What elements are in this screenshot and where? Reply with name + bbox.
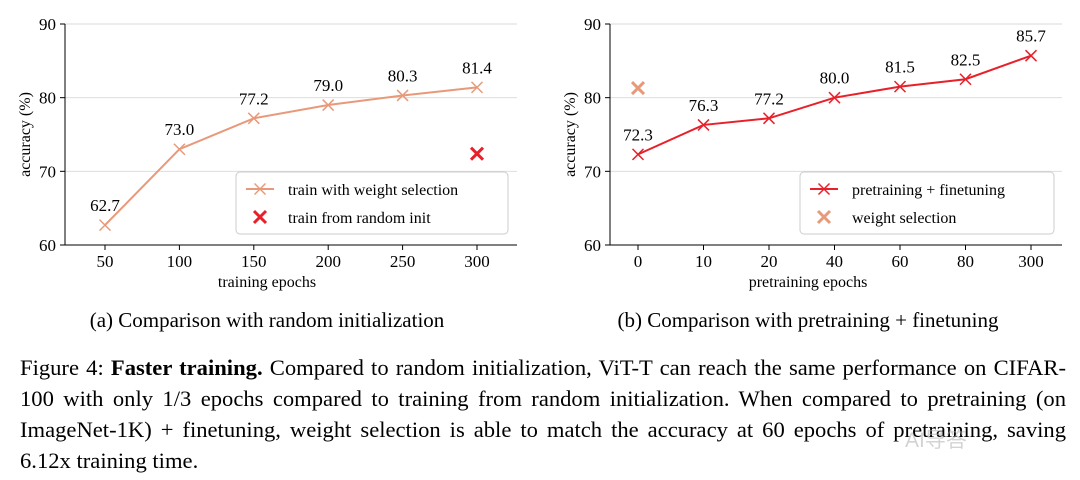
data-point-marker xyxy=(630,81,646,96)
data-point-marker-stroke-b xyxy=(322,99,335,112)
data-point-marker-stroke-b xyxy=(631,148,645,161)
data-label: 85.7 xyxy=(1016,27,1046,46)
data-point-marker xyxy=(762,112,776,125)
x-tick-label: 40 xyxy=(826,252,843,271)
data-point-marker xyxy=(697,118,710,131)
data-label: 80.3 xyxy=(388,66,418,85)
legend-label: train with weight selection xyxy=(288,182,458,199)
legend: train with weight selection train from ra… xyxy=(235,171,509,235)
y-axis-title: accuracy (%) xyxy=(562,92,579,177)
x-tick-label: 60 xyxy=(892,252,909,271)
legend: pretraining + finetuning weight selection xyxy=(799,171,1055,235)
data-point-marker-stroke-b xyxy=(396,89,409,102)
data-label: 73.0 xyxy=(165,120,195,139)
legend-frame xyxy=(235,171,509,235)
legend-marker xyxy=(816,209,832,225)
y-tick-label: 70 xyxy=(584,162,601,181)
y-tick-label: 90 xyxy=(39,15,56,34)
data-label: 82.5 xyxy=(951,50,981,69)
data-point-marker xyxy=(173,143,186,156)
x-tick-label: 300 xyxy=(464,252,490,271)
data-label: 72.3 xyxy=(623,125,653,144)
series-line xyxy=(104,86,478,226)
data-point-marker-stroke-b xyxy=(828,91,841,104)
x-tick-label: 10 xyxy=(695,252,712,271)
legend-marker-stroke-b xyxy=(816,209,832,225)
data-label: 81.4 xyxy=(462,58,492,77)
figure-caption: Figure 4: Faster training. Compared to r… xyxy=(20,352,1066,476)
data-point-marker xyxy=(631,148,645,161)
y-tick-label: 90 xyxy=(584,15,601,34)
data-point-marker-stroke-b xyxy=(470,81,484,94)
data-point-marker xyxy=(1024,49,1038,62)
x-axis-title: training epochs xyxy=(218,274,316,291)
data-label: 62.7 xyxy=(90,196,120,215)
legend-marker-stroke-b xyxy=(253,182,267,196)
chart-a: 60 70 80 90 50 100 150 200 250 300 training epochs… xyxy=(17,15,517,332)
data-point-marker-stroke-b xyxy=(762,112,776,125)
x-tick-label: 300 xyxy=(1018,252,1044,271)
subcaption: (b) Comparison with pretraining + finetu… xyxy=(617,308,999,332)
data-point-marker-stroke-b xyxy=(630,81,646,96)
x-tick-label: 80 xyxy=(957,252,974,271)
x-tick-label: 100 xyxy=(167,252,193,271)
y-tick-label: 60 xyxy=(39,236,56,255)
x-tick-label: 20 xyxy=(761,252,778,271)
caption-prefix: Figure 4: xyxy=(20,355,111,380)
data-label: 80.0 xyxy=(820,69,850,88)
data-point-marker-stroke-b xyxy=(98,219,112,232)
legend-label: train from random init xyxy=(288,210,431,227)
legend-marker-stroke-b xyxy=(817,182,831,196)
y-axis-title: accuracy (%) xyxy=(17,92,34,177)
data-point-marker xyxy=(247,112,260,125)
data-label: 79.0 xyxy=(313,76,343,95)
y-tick-label: 80 xyxy=(584,89,601,108)
x-tick-label: 0 xyxy=(634,252,643,271)
data-point-marker-stroke-b xyxy=(247,112,260,125)
legend-marker xyxy=(252,209,268,225)
data-point-marker-stroke-b xyxy=(697,118,710,131)
x-tick-label: 50 xyxy=(97,252,114,271)
data-point-marker xyxy=(322,99,335,112)
data-point-marker xyxy=(98,219,112,232)
data-label: 77.2 xyxy=(239,89,269,108)
data-point-marker xyxy=(396,89,409,102)
legend-label: pretraining + finetuning xyxy=(852,182,1005,199)
y-tick-label: 80 xyxy=(39,89,56,108)
data-label: 76.3 xyxy=(689,96,719,115)
subcaption: (a) Comparison with random initializatio… xyxy=(90,308,445,332)
data-point-marker xyxy=(828,91,841,104)
data-point-marker xyxy=(959,73,972,86)
legend-marker xyxy=(253,182,267,196)
y-tick-label: 70 xyxy=(39,162,56,181)
y-tick-label: 60 xyxy=(584,236,601,255)
legend-frame xyxy=(799,171,1055,235)
legend-marker-stroke-b xyxy=(252,209,268,225)
caption-text: Compared to random initialization, ViT-T… xyxy=(20,355,1066,473)
chart-b: 60 70 80 90 0 10 20 40 60 80 300 pretraining epochs… xyxy=(562,15,1062,332)
x-axis-title: pretraining epochs xyxy=(749,274,868,291)
data-point-marker-stroke-b xyxy=(173,143,186,156)
data-point-marker xyxy=(893,80,907,93)
x-tick-label: 150 xyxy=(241,252,267,271)
x-tick-label: 250 xyxy=(390,252,416,271)
watermark-text: AI导答 xyxy=(905,429,967,452)
data-point-marker xyxy=(470,81,484,94)
data-point-marker-stroke-b xyxy=(469,146,485,161)
data-point-marker-stroke-b xyxy=(893,80,907,93)
data-point-marker-stroke-b xyxy=(959,73,972,86)
caption-bold: Faster training. xyxy=(110,355,263,380)
data-label: 77.2 xyxy=(754,89,784,108)
data-label: 81.5 xyxy=(885,58,915,77)
data-point-marker xyxy=(469,146,485,161)
legend-label: weight selection xyxy=(852,210,956,227)
data-point-marker-stroke-b xyxy=(1024,49,1038,62)
x-tick-label: 200 xyxy=(315,252,341,271)
legend-marker xyxy=(817,182,831,196)
